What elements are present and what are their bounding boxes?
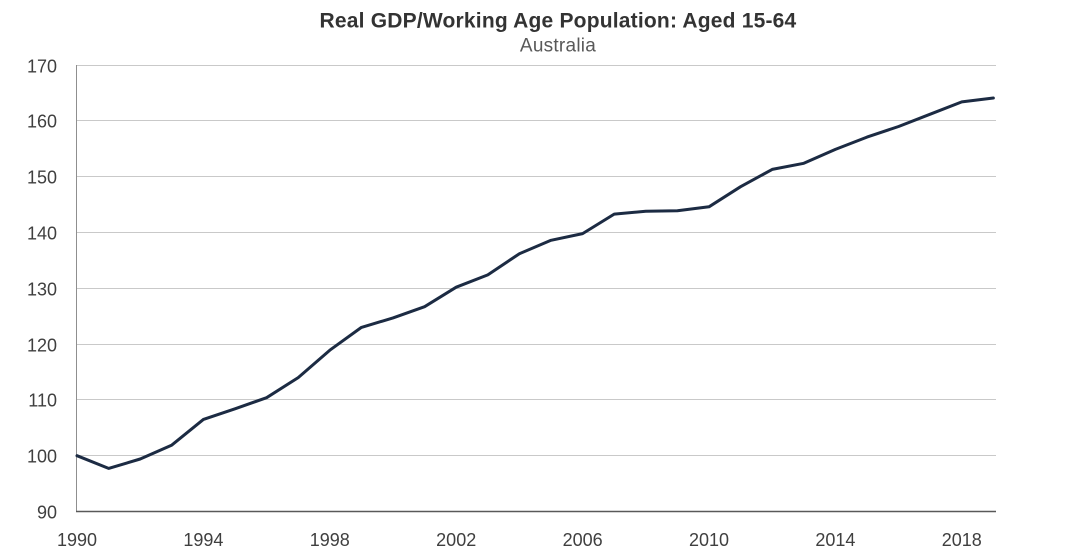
svg-text:2018: 2018 [942,530,982,550]
svg-text:1998: 1998 [310,530,350,550]
svg-text:110: 110 [28,391,57,411]
svg-text:1994: 1994 [183,530,223,550]
svg-text:130: 130 [27,280,57,300]
svg-text:150: 150 [27,168,57,188]
svg-text:Real GDP/Working Age Populatio: Real GDP/Working Age Population: Aged 15… [320,10,797,33]
svg-text:100: 100 [27,447,57,467]
svg-text:2010: 2010 [689,530,729,550]
svg-text:2002: 2002 [436,530,476,550]
svg-text:1990: 1990 [57,530,97,550]
svg-text:Australia: Australia [520,36,596,57]
svg-text:170: 170 [27,57,57,77]
svg-text:90: 90 [37,503,57,523]
svg-text:2006: 2006 [563,530,603,550]
svg-text:120: 120 [27,336,57,356]
svg-text:2014: 2014 [815,530,855,550]
svg-text:160: 160 [27,112,57,132]
svg-text:140: 140 [27,224,57,244]
